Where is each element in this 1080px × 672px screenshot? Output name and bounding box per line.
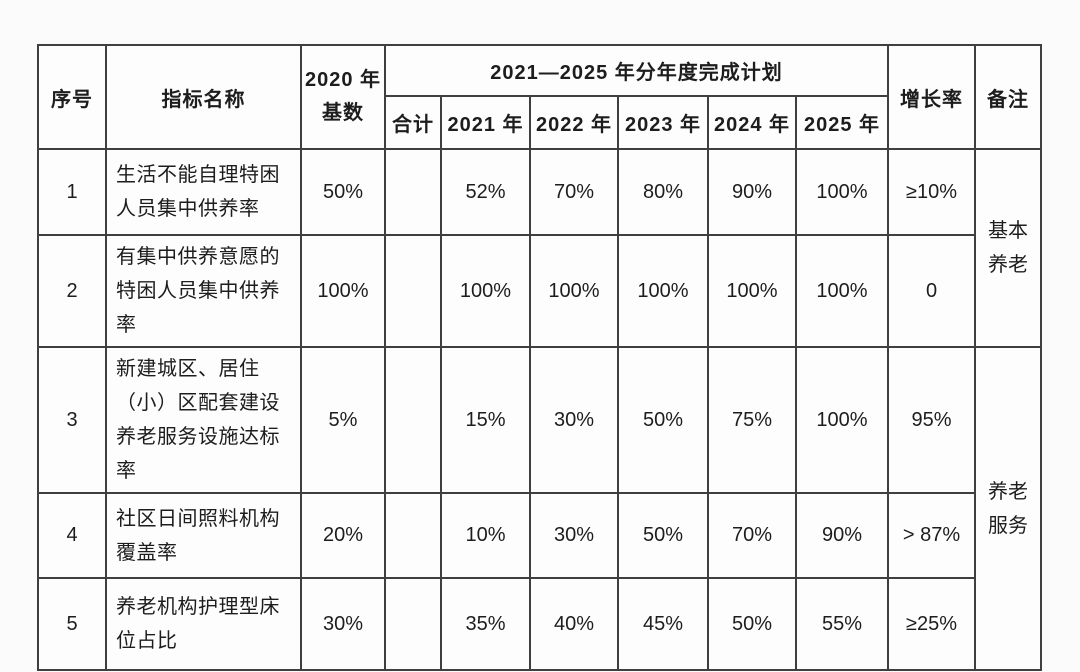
cell-total — [384, 346, 442, 494]
cell-indicator: 社区日间照料机构覆盖率 — [105, 492, 302, 579]
remark-line: 基本 — [988, 220, 1028, 242]
header-col-year-2024: 2024 年 — [707, 95, 797, 150]
remark-line: 养老 — [988, 254, 1028, 276]
cell-y2021: 10% — [440, 492, 531, 579]
cell-y2025: 100% — [795, 148, 889, 236]
indicator-plan-table-container: 序号 指标名称 2020 年 基数 2021—2025 年分年度完成计划 增长率… — [37, 44, 1042, 671]
cell-base: 20% — [300, 492, 386, 579]
cell-y2025: 55% — [795, 577, 889, 671]
cell-no: 3 — [37, 346, 107, 494]
cell-remark-basic-pension: 基本 养老 — [974, 148, 1042, 348]
cell-growth: ≥25% — [887, 577, 976, 671]
header-col-year-2025: 2025 年 — [795, 95, 889, 150]
cell-y2024: 50% — [707, 577, 797, 671]
cell-indicator: 养老机构护理型床位占比 — [105, 577, 302, 671]
header-col-no: 序号 — [37, 44, 107, 150]
header-row-top: 序号 指标名称 2020 年 基数 2021—2025 年分年度完成计划 增长率… — [37, 44, 1042, 150]
header-col-base-line1: 2020 年 — [304, 69, 382, 91]
cell-y2022: 100% — [529, 234, 619, 348]
cell-y2022: 30% — [529, 346, 619, 494]
header-col-growth: 增长率 — [887, 44, 976, 150]
header-col-remark: 备注 — [974, 44, 1042, 150]
cell-growth: ≥10% — [887, 148, 976, 236]
cell-y2024: 100% — [707, 234, 797, 348]
header-col-indicator: 指标名称 — [105, 44, 302, 150]
table-row: 2 有集中供养意愿的特困人员集中供养率 100% 100% 100% 100% … — [37, 234, 1041, 348]
cell-y2023: 45% — [617, 577, 709, 671]
remark-line: 服务 — [988, 514, 1028, 537]
cell-y2023: 100% — [617, 234, 709, 348]
table-row: 4 社区日间照料机构覆盖率 20% 10% 30% 50% 70% 90% > … — [37, 492, 1041, 579]
remark-line: 养老 — [988, 480, 1028, 503]
header-col-year-2021: 2021 年 — [440, 95, 531, 150]
cell-y2023: 80% — [617, 148, 709, 236]
cell-total — [384, 492, 442, 579]
cell-remark-elder-service: 养老 服务 — [974, 346, 1042, 671]
cell-indicator: 新建城区、居住（小）区配套建设养老服务设施达标率 — [105, 346, 302, 494]
header-col-plan-group: 2021—2025 年分年度完成计划 — [384, 44, 889, 97]
header-col-base-line2: 基数 — [322, 102, 364, 124]
cell-growth: > 87% — [887, 492, 976, 579]
cell-indicator: 生活不能自理特困人员集中供养率 — [105, 148, 302, 236]
table-row: 3 新建城区、居住（小）区配套建设养老服务设施达标率 5% 15% 30% 50… — [37, 346, 1042, 671]
cell-y2021: 35% — [440, 577, 531, 671]
cell-y2024: 70% — [707, 492, 797, 579]
header-row-sub: 合计 2021 年 2022 年 2023 年 2024 年 2025 年 — [38, 95, 1041, 150]
table-row: 5 养老机构护理型床位占比 30% 35% 40% 45% 50% 55% ≥2… — [37, 577, 1041, 671]
cell-total — [384, 234, 442, 348]
cell-base: 5% — [300, 346, 386, 494]
cell-y2024: 75% — [707, 346, 797, 494]
cell-y2023: 50% — [617, 346, 709, 494]
cell-no: 1 — [37, 148, 107, 236]
cell-y2025: 90% — [795, 492, 889, 579]
cell-y2022: 40% — [529, 577, 619, 671]
cell-growth: 95% — [887, 346, 976, 494]
header-col-total: 合计 — [384, 95, 442, 150]
cell-no: 4 — [37, 492, 107, 579]
table-row: 1 生活不能自理特困人员集中供养率 50% 52% 70% 80% 90% 10… — [37, 148, 1042, 348]
cell-indicator: 有集中供养意愿的特困人员集中供养率 — [105, 234, 302, 348]
cell-y2024: 90% — [707, 148, 797, 236]
cell-y2021: 15% — [440, 346, 531, 494]
cell-y2021: 52% — [440, 148, 531, 236]
cell-y2023: 50% — [617, 492, 709, 579]
header-col-base: 2020 年 基数 — [300, 44, 386, 150]
cell-y2025: 100% — [795, 234, 889, 348]
cell-y2021: 100% — [440, 234, 531, 348]
cell-no: 2 — [37, 234, 107, 348]
cell-base: 50% — [300, 148, 386, 236]
header-col-year-2023: 2023 年 — [617, 95, 709, 150]
cell-total — [384, 577, 442, 671]
cell-total — [384, 148, 442, 236]
cell-y2022: 70% — [529, 148, 619, 236]
cell-y2022: 30% — [529, 492, 619, 579]
cell-growth: 0 — [887, 234, 976, 348]
cell-base: 30% — [300, 577, 386, 671]
cell-base: 100% — [300, 234, 386, 348]
header-col-year-2022: 2022 年 — [529, 95, 619, 150]
cell-y2025: 100% — [795, 346, 889, 494]
cell-no: 5 — [37, 577, 107, 671]
indicator-plan-table: 序号 指标名称 2020 年 基数 2021—2025 年分年度完成计划 增长率… — [37, 44, 1042, 671]
